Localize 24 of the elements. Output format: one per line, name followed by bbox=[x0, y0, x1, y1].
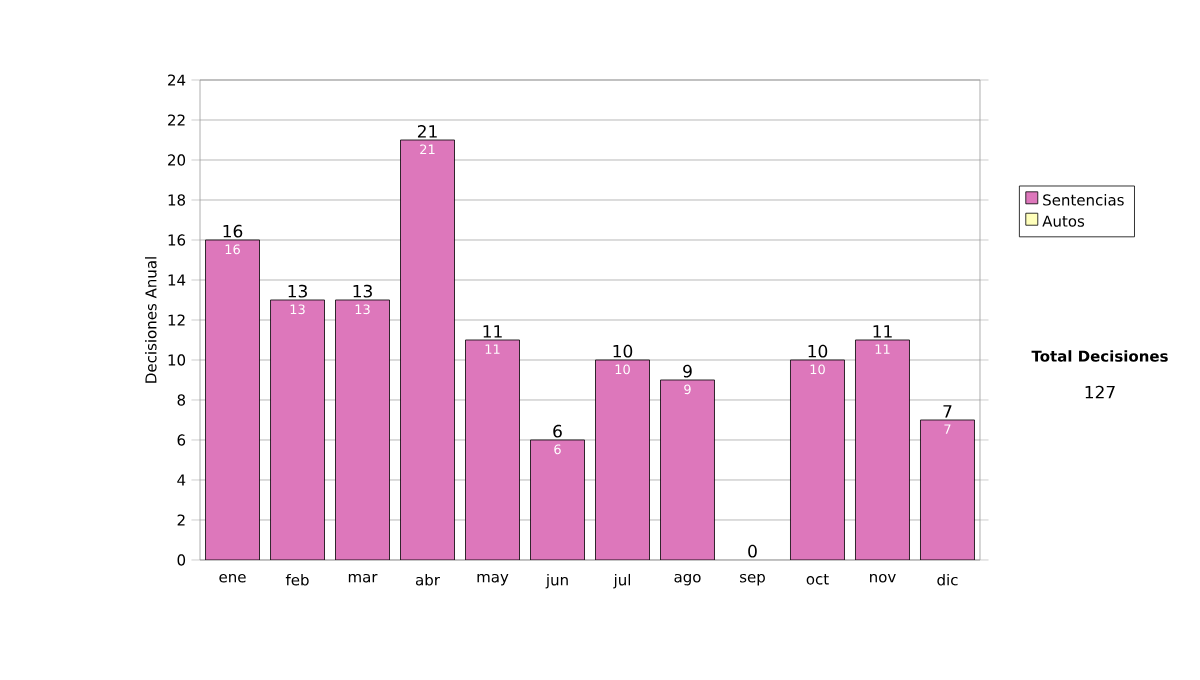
total-label: 11 bbox=[873, 325, 892, 338]
bar bbox=[595, 359, 650, 560]
bar bbox=[400, 139, 455, 560]
total-label: 9 bbox=[683, 364, 692, 378]
total-label: 10 bbox=[808, 344, 828, 358]
bar bbox=[205, 239, 260, 560]
total-label: 13 bbox=[288, 284, 307, 298]
bar bbox=[920, 419, 975, 560]
total-label: 11 bbox=[483, 325, 502, 338]
total-label: 10 bbox=[613, 344, 633, 358]
bar bbox=[790, 359, 845, 560]
text: 127 bbox=[1085, 385, 1115, 399]
bar bbox=[855, 339, 910, 560]
total-label: 21 bbox=[417, 124, 437, 138]
total-label: 13 bbox=[353, 284, 372, 298]
bar bbox=[660, 379, 715, 560]
total-label: 16 bbox=[223, 224, 243, 238]
bar bbox=[465, 339, 520, 560]
total-label: 7 bbox=[943, 405, 952, 418]
bar bbox=[270, 299, 325, 560]
bar bbox=[530, 439, 585, 560]
total-label: 6 bbox=[553, 424, 562, 438]
bar bbox=[335, 299, 390, 560]
total-label: 0 bbox=[748, 544, 757, 558]
